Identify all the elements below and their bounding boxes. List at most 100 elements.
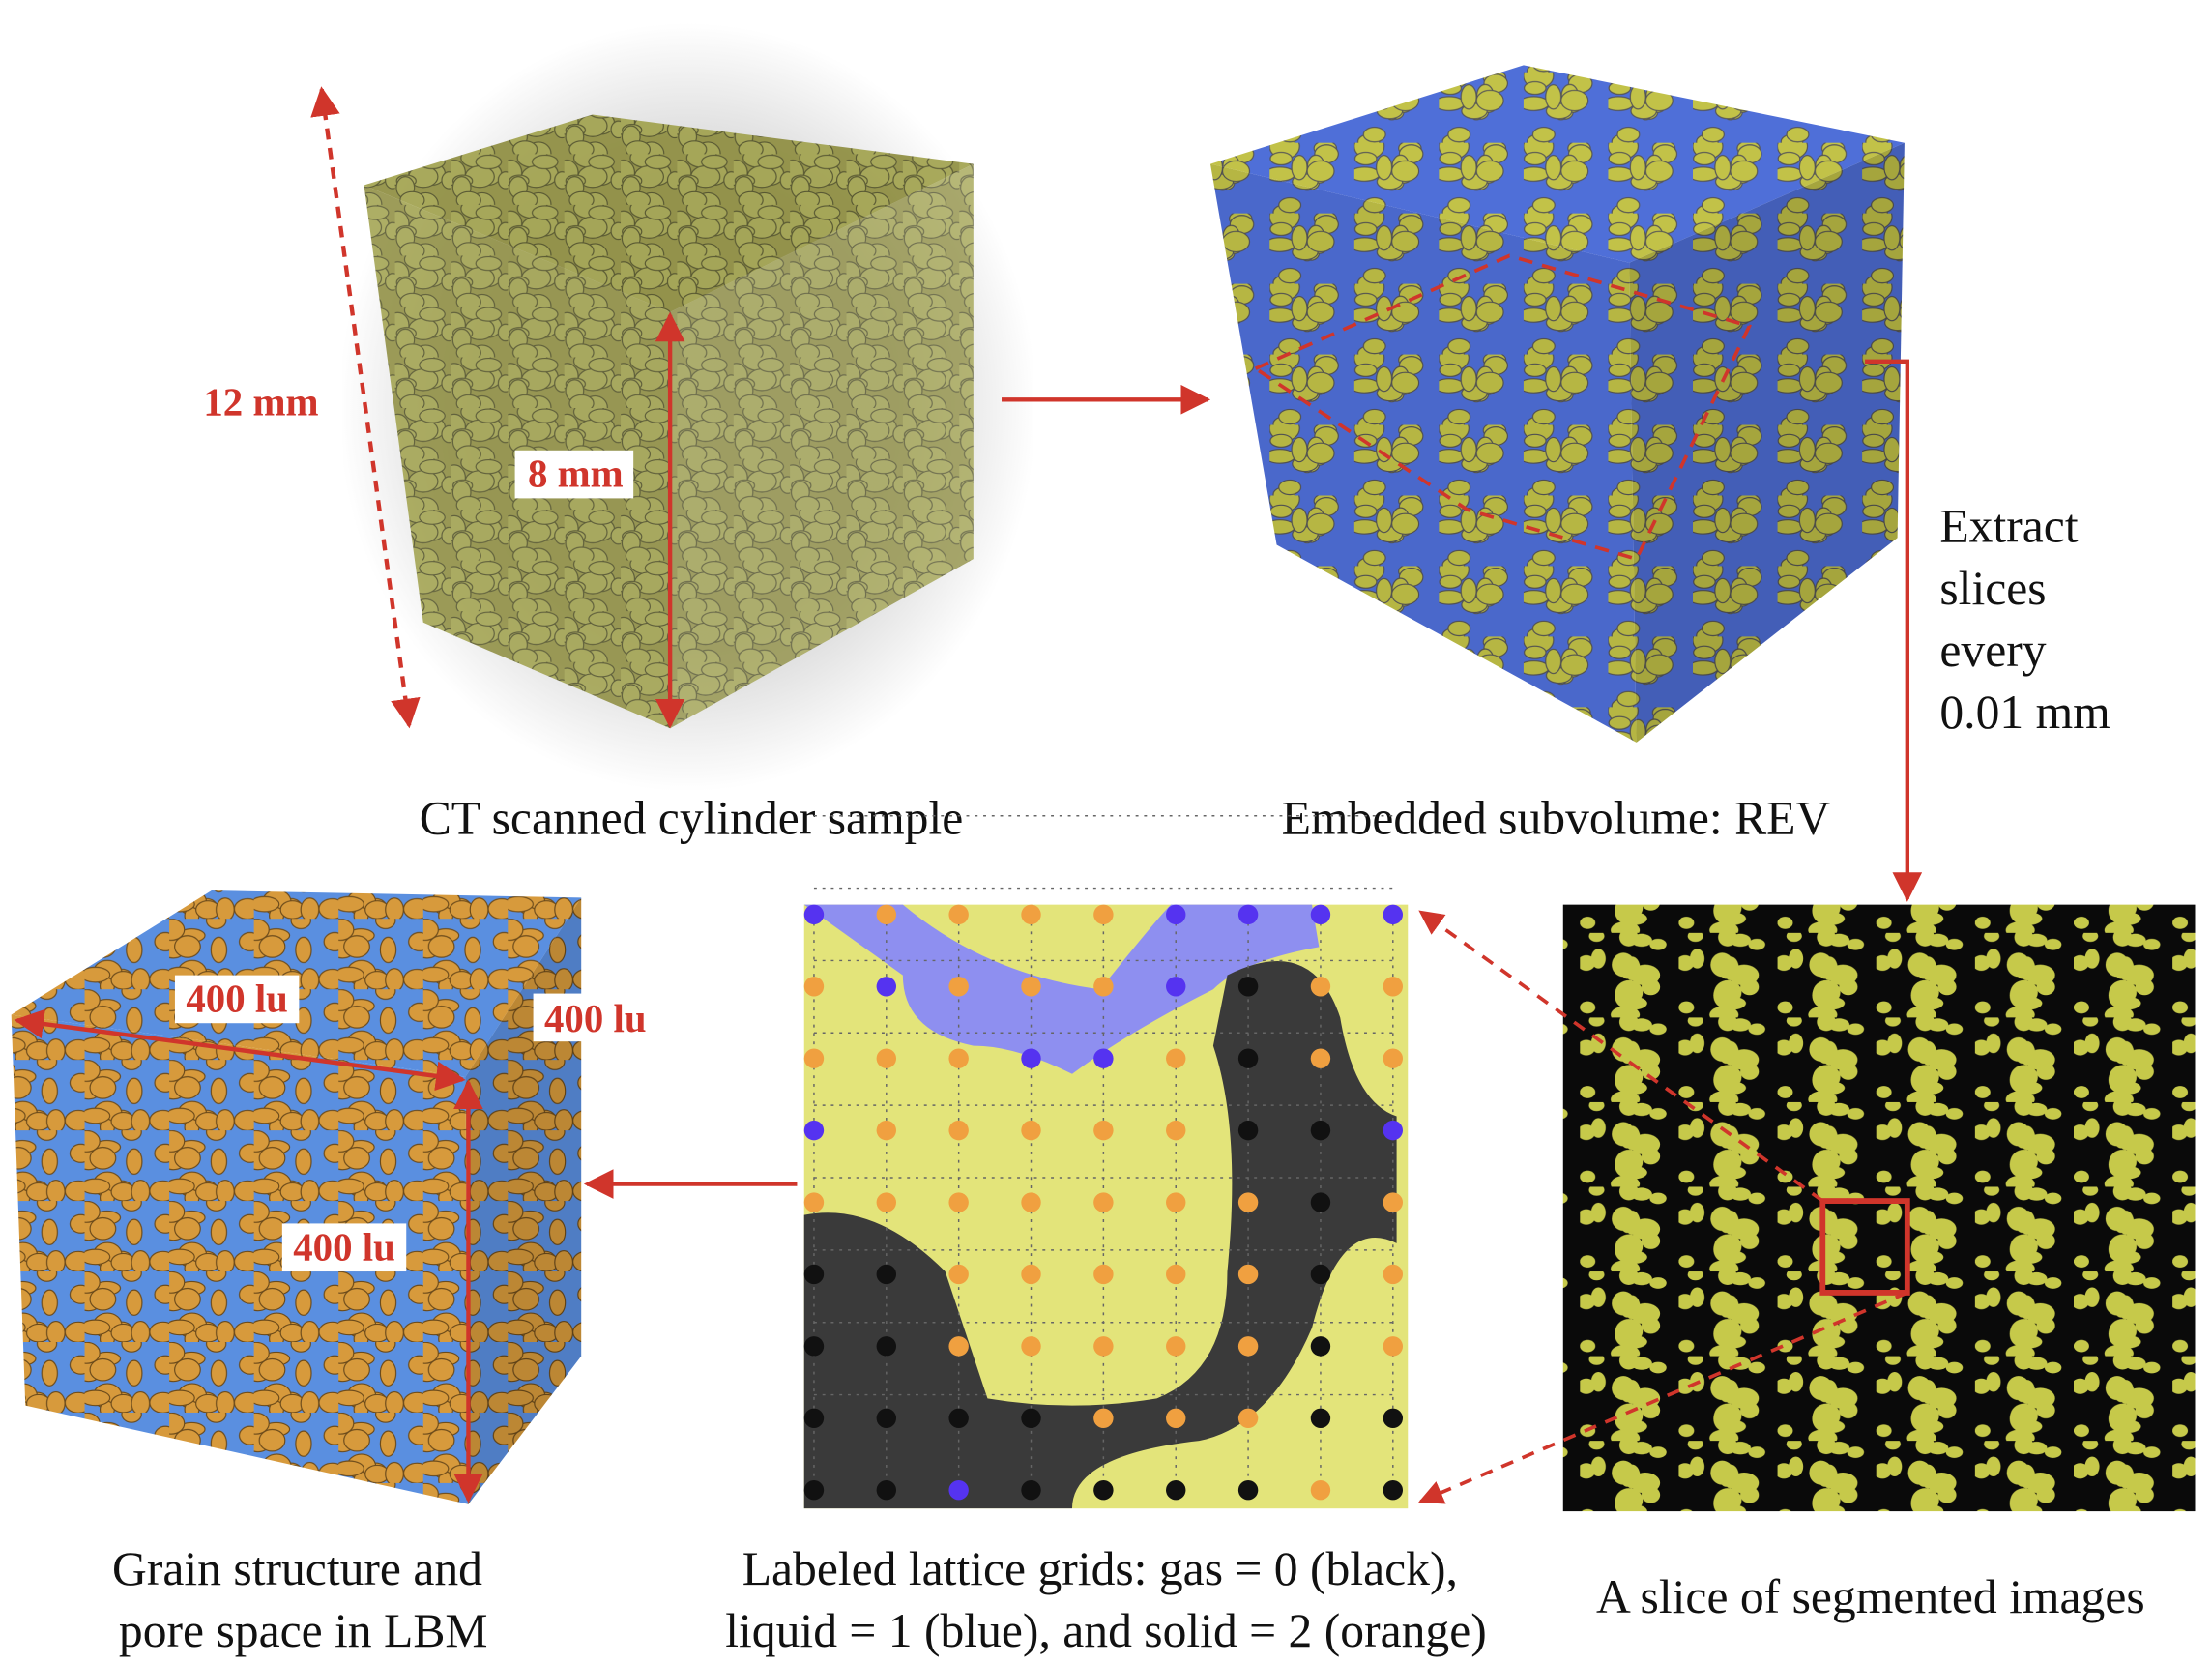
lattice-node bbox=[1166, 1408, 1186, 1429]
lattice-node bbox=[1237, 1264, 1259, 1285]
lattice-node bbox=[1166, 1192, 1186, 1212]
lattice-node bbox=[1310, 1336, 1331, 1357]
caption: Labeled lattice grids: gas = 0 (black), … bbox=[725, 1542, 1487, 1657]
lattice-node bbox=[803, 977, 825, 997]
caption: Grain structure and pore space in LBM bbox=[112, 1542, 494, 1657]
lattice-node bbox=[1093, 1408, 1114, 1429]
lattice-node bbox=[1237, 1048, 1259, 1068]
lattice-node bbox=[1382, 1408, 1404, 1429]
lattice-node bbox=[1382, 904, 1404, 925]
lattice-node bbox=[1237, 904, 1259, 925]
lattice-node bbox=[1310, 1479, 1331, 1501]
caption: Embedded subvolume: REV bbox=[1282, 792, 1831, 845]
lattice-node bbox=[1382, 977, 1404, 997]
lattice-node bbox=[1382, 1336, 1404, 1357]
lattice-node bbox=[876, 1479, 897, 1501]
dimension-label: 12 mm bbox=[203, 380, 318, 423]
ct-sample: 12 mm 8 mm CT scanned cylinder sample bbox=[203, 22, 1037, 845]
lattice-node bbox=[1021, 977, 1041, 997]
lattice-node bbox=[1093, 1264, 1114, 1285]
lattice-node bbox=[1166, 1479, 1186, 1501]
lbm-cube: 400 lu 400 lu 400 lu Grain structure and… bbox=[11, 890, 657, 1657]
rev-cube: Embedded subvolume: REV Extract slices e… bbox=[1209, 65, 2110, 845]
lattice-node bbox=[1166, 1120, 1186, 1141]
lattice-node bbox=[876, 1120, 897, 1141]
lattice-node bbox=[1021, 1479, 1041, 1501]
lattice-node bbox=[1166, 904, 1186, 925]
step-label: Extract slices every 0.01 mm bbox=[1939, 500, 2110, 740]
text-line: Grain structure and bbox=[112, 1542, 482, 1595]
lattice-node bbox=[1237, 1408, 1259, 1429]
lattice-node bbox=[1237, 977, 1259, 997]
lattice-node bbox=[1310, 977, 1331, 997]
lattice-node bbox=[1021, 1048, 1041, 1068]
lattice-node bbox=[803, 1336, 825, 1357]
lattice-node bbox=[1093, 1048, 1114, 1068]
lattice-node bbox=[876, 1408, 897, 1429]
caption: A slice of segmented images bbox=[1596, 1570, 2145, 1623]
lattice-node bbox=[1310, 1048, 1331, 1068]
lattice-node bbox=[948, 1264, 969, 1285]
lattice-node bbox=[1021, 1120, 1041, 1141]
lattice-node bbox=[803, 1264, 825, 1285]
lattice-node bbox=[1237, 1336, 1259, 1357]
lattice-node bbox=[1237, 1120, 1259, 1141]
lattice-node bbox=[876, 1192, 897, 1212]
caption: CT scanned cylinder sample bbox=[420, 792, 964, 845]
lattice-node bbox=[1166, 1264, 1186, 1285]
lattice-node bbox=[1310, 1120, 1331, 1141]
dimension-label: 400 lu bbox=[293, 1225, 395, 1269]
text-line: 0.01 mm bbox=[1939, 686, 2110, 739]
dimension-label: 400 lu bbox=[544, 997, 647, 1040]
lattice-node bbox=[948, 1048, 969, 1068]
lattice-node bbox=[876, 904, 897, 925]
lattice-node bbox=[1093, 1192, 1114, 1212]
lattice-node bbox=[1310, 1408, 1331, 1429]
dimension-label: 400 lu bbox=[186, 978, 288, 1021]
lattice-node bbox=[1166, 1336, 1186, 1357]
lattice-node bbox=[876, 977, 897, 997]
slice-image: A slice of segmented images bbox=[1418, 904, 2196, 1623]
lattice-node bbox=[1382, 1264, 1404, 1285]
lattice-node bbox=[1021, 1192, 1041, 1212]
lattice-node bbox=[803, 1479, 825, 1501]
lattice-node bbox=[803, 1408, 825, 1429]
lattice-node bbox=[1166, 977, 1186, 997]
lattice-node bbox=[1166, 1048, 1186, 1068]
lattice-node bbox=[1093, 977, 1114, 997]
lattice-node bbox=[876, 1048, 897, 1068]
lattice-node bbox=[876, 1264, 897, 1285]
lattice-node bbox=[803, 1120, 825, 1141]
lattice-node bbox=[948, 1336, 969, 1357]
lattice-node bbox=[803, 1192, 825, 1212]
lattice-node bbox=[803, 1048, 825, 1068]
text-line: liquid = 1 (blue), and solid = 2 (orange… bbox=[725, 1604, 1487, 1657]
lattice-node bbox=[948, 1479, 969, 1501]
lattice-node bbox=[1237, 1192, 1259, 1212]
lattice-node bbox=[948, 977, 969, 997]
lattice-node bbox=[948, 1120, 969, 1141]
lattice-node bbox=[876, 1336, 897, 1357]
lattice-node bbox=[1310, 1264, 1331, 1285]
lattice-node bbox=[1093, 1336, 1114, 1357]
text-line: slices bbox=[1939, 562, 2046, 615]
text-line: every bbox=[1939, 624, 2046, 677]
lattice-node bbox=[1021, 1408, 1041, 1429]
lattice-node bbox=[803, 904, 825, 925]
lattice-node bbox=[948, 1192, 969, 1212]
lattice-node bbox=[948, 1408, 969, 1429]
lattice-node bbox=[1093, 1120, 1114, 1141]
lattice-node bbox=[1310, 1192, 1331, 1212]
lattice-node bbox=[1382, 1048, 1404, 1068]
lattice-node bbox=[1382, 1120, 1404, 1141]
lattice-node bbox=[1093, 904, 1114, 925]
lattice-node bbox=[1237, 1479, 1259, 1501]
text-line: pore space in LBM bbox=[119, 1604, 488, 1657]
lattice-node bbox=[1382, 1479, 1404, 1501]
lattice-node bbox=[1093, 1479, 1114, 1501]
lattice-node bbox=[1310, 904, 1331, 925]
text-line: Labeled lattice grids: gas = 0 (black), bbox=[742, 1542, 1458, 1595]
lattice-node bbox=[1021, 1264, 1041, 1285]
lattice-image: Labeled lattice grids: gas = 0 (black), … bbox=[725, 814, 1487, 1657]
